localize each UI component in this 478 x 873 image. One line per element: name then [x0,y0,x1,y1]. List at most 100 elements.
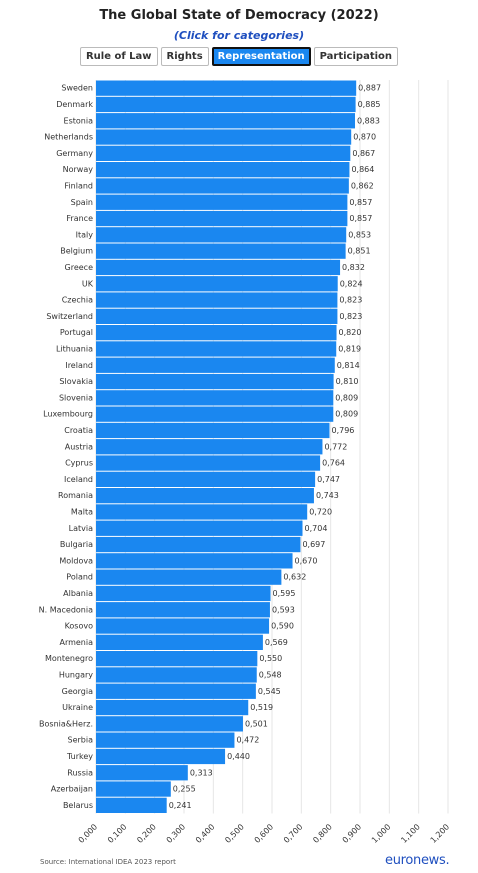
bar [96,96,356,113]
category-buttons: Rule of Law Rights Representation Participa… [0,47,478,66]
value-label: 0,440 [227,752,250,761]
bar [96,145,351,161]
value-label: 0,885 [358,100,381,109]
bar [96,667,257,683]
category-label: Belarus [63,801,93,810]
x-tick-label: 0,200 [135,822,158,845]
category-label: Ireland [65,361,93,370]
category-label: Denmark [56,100,93,109]
category-label: Bosnia&Herz. [39,719,93,728]
bar [96,243,346,259]
value-label: 0,550 [259,654,282,663]
category-label: France [66,214,93,223]
category-button[interactable]: Rule of Law [79,47,158,66]
category-button[interactable]: Representation [211,47,311,66]
category-button[interactable]: Participation [313,47,399,66]
bar [96,276,338,292]
bar [96,488,314,504]
category-button[interactable]: Rights [160,47,209,66]
category-label: Romania [58,491,93,500]
category-label: Germany [56,149,93,158]
value-label: 0,548 [259,670,282,679]
x-tick-label: 0,400 [194,822,217,845]
bar [96,716,243,732]
value-label: 0,857 [349,198,372,207]
category-label: Czechia [62,296,93,305]
category-label: Kosovo [65,622,94,631]
bar [96,439,323,455]
bar [96,308,338,324]
value-label: 0,870 [353,133,376,142]
category-label: Iceland [64,475,93,484]
value-label: 0,720 [309,507,332,516]
value-label: 0,772 [324,442,347,451]
bar [96,732,235,748]
bar [96,536,301,553]
bar [96,80,357,96]
bar [96,357,335,373]
bar [96,618,270,634]
category-label: Sweden [61,84,93,93]
category-label: UK [82,279,94,288]
x-tick-label: 0,000 [77,822,100,845]
bar [96,341,337,357]
logo: euronews. [385,853,450,868]
bar [96,553,293,569]
value-label: 0,867 [352,149,375,158]
category-label: Montenegro [45,654,93,663]
x-tick-label: 0,700 [282,822,305,845]
chart-subtitle[interactable]: (Click for categories) [173,29,305,42]
bar [96,259,341,276]
x-tick-label: 0,900 [341,822,364,845]
chart-title: The Global State of Democracy (2022) [99,8,379,23]
bar [96,178,349,194]
value-label: 0,313 [190,768,213,777]
source-note: Source: International IDEA 2023 report [40,858,176,866]
category-label: Latvia [69,524,93,533]
value-label: 0,595 [273,589,296,598]
category-label: Spain [71,198,93,207]
category-label: Luxembourg [43,410,93,419]
category-label: Italy [76,230,94,239]
category-label: Finland [64,181,93,190]
value-label: 0,823 [339,312,362,321]
value-label: 0,697 [302,540,325,549]
bar [96,471,316,487]
category-label: Moldova [59,556,93,565]
value-label: 0,632 [283,573,306,582]
category-label: Switzerland [46,312,93,321]
value-label: 0,809 [335,393,358,402]
bar [96,797,167,813]
value-label: 0,862 [351,181,374,190]
category-label: Georgia [62,687,93,696]
value-label: 0,864 [351,165,374,174]
value-label: 0,704 [305,524,328,533]
value-label: 0,820 [339,328,362,337]
value-label: 0,255 [173,785,196,794]
bar [96,390,334,406]
bar [96,765,188,781]
value-label: 0,824 [340,279,363,288]
bar [96,210,348,227]
category-label: Netherlands [44,133,93,142]
bar [96,373,334,390]
x-tick-label: 0,600 [253,822,276,845]
category-label: Albania [63,589,93,598]
category-label: N. Macedonia [39,605,93,614]
bar [96,683,256,699]
value-label: 0,810 [336,377,359,386]
x-tick-label: 0,300 [165,822,188,845]
value-label: 0,545 [258,687,281,696]
value-label: 0,809 [335,410,358,419]
bar [96,113,356,129]
category-label: Cyprus [65,459,93,468]
value-label: 0,670 [295,556,318,565]
category-label: Belgium [60,247,93,256]
value-label: 0,743 [316,491,339,500]
x-tick-label: 0,100 [106,822,129,845]
category-label: Ukraine [62,703,93,712]
category-label: Russia [67,768,93,777]
x-tick-label: 1,200 [429,822,452,845]
x-tick-label: 1,100 [399,822,422,845]
bar [96,129,352,145]
